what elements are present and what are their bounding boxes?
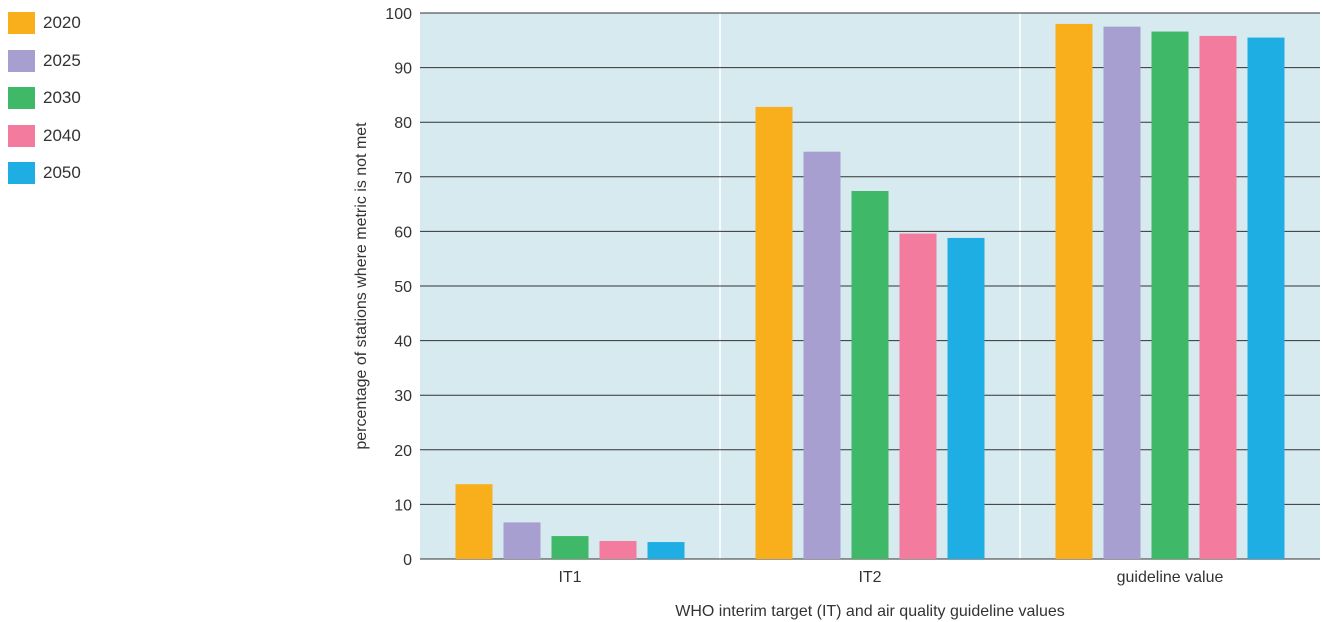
y-tick-label: 100 — [385, 6, 412, 23]
y-tick-label: 30 — [394, 388, 412, 405]
bar-2030 — [1152, 32, 1189, 559]
y-tick-label: 20 — [394, 443, 412, 460]
y-tick-label: 80 — [394, 115, 412, 132]
bar-2025 — [1104, 27, 1141, 559]
bar-2040 — [1200, 36, 1237, 559]
bar-2040 — [600, 541, 637, 559]
bar-2040 — [900, 234, 937, 559]
bar-2020 — [756, 107, 793, 559]
bar-2030 — [852, 191, 889, 559]
bar-2020 — [1056, 24, 1093, 559]
y-tick-label: 90 — [394, 61, 412, 78]
bar-2030 — [552, 536, 589, 559]
bar-2025 — [804, 152, 841, 559]
y-axis-title: percentage of stations where metric is n… — [353, 122, 370, 450]
y-tick-label: 50 — [394, 279, 412, 296]
x-tick-labels: IT1 IT2 guideline value — [558, 569, 1223, 586]
bar-2025 — [504, 522, 541, 559]
bar-2050 — [1248, 38, 1285, 559]
x-axis-title: WHO interim target (IT) and air quality … — [675, 603, 1065, 620]
y-tick-label: 70 — [394, 170, 412, 187]
bar-2020 — [456, 484, 493, 559]
bar-2050 — [648, 542, 685, 559]
y-tick-label: 40 — [394, 334, 412, 351]
y-tick-label: 10 — [394, 497, 412, 514]
y-tick-label: 0 — [403, 552, 412, 569]
y-tick-label: 60 — [394, 224, 412, 241]
x-tick-label: guideline value — [1117, 569, 1224, 586]
x-tick-label: IT2 — [858, 569, 881, 586]
x-tick-label: IT1 — [558, 569, 581, 586]
y-tick-labels: 0 10 20 30 40 50 60 70 80 90 100 — [385, 6, 412, 569]
bar-2050 — [948, 238, 985, 559]
